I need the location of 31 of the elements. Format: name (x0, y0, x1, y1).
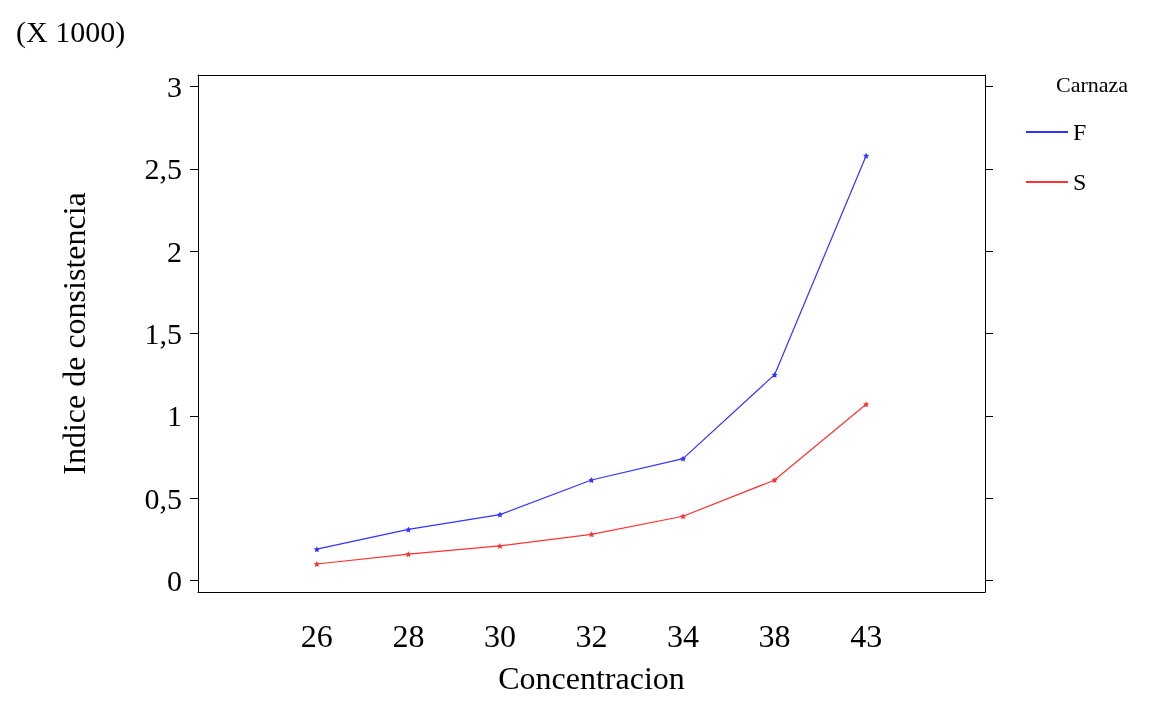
x-tick-label: 43 (850, 618, 883, 654)
x-tick-label: 38 (758, 618, 791, 654)
point (405, 526, 412, 533)
legend-label: S (1073, 169, 1087, 195)
point (771, 477, 778, 484)
legend-label: F (1073, 119, 1087, 145)
y-tick-label: 3 (167, 70, 182, 104)
point (863, 401, 870, 408)
y-tick-label: 2,5 (144, 152, 182, 186)
x-tick-label: 26 (300, 618, 333, 654)
legend-title: Carnaza (1056, 71, 1129, 97)
y-tick-label: 1 (167, 399, 182, 433)
x-tick-label: 34 (667, 618, 700, 654)
point (496, 542, 503, 549)
y-tick-label: 0 (167, 563, 182, 597)
x-tick-label: 28 (392, 618, 425, 654)
point (313, 546, 320, 553)
point (863, 152, 870, 159)
x-tick-label: 30 (483, 618, 516, 654)
y-tick-label: 2 (167, 234, 182, 268)
point (588, 477, 595, 484)
point (405, 551, 412, 558)
point (313, 561, 320, 568)
y-tick-label: 0,5 (144, 481, 182, 515)
text: (X 1000) (16, 14, 126, 49)
y-tick-label: 1,5 (144, 317, 182, 350)
point (588, 531, 595, 538)
x-tick-label: 32 (575, 618, 608, 654)
x-axis-title: Concentracion (498, 660, 685, 696)
point (680, 513, 687, 520)
y-axis-title: Indice de consistencia (56, 192, 92, 475)
